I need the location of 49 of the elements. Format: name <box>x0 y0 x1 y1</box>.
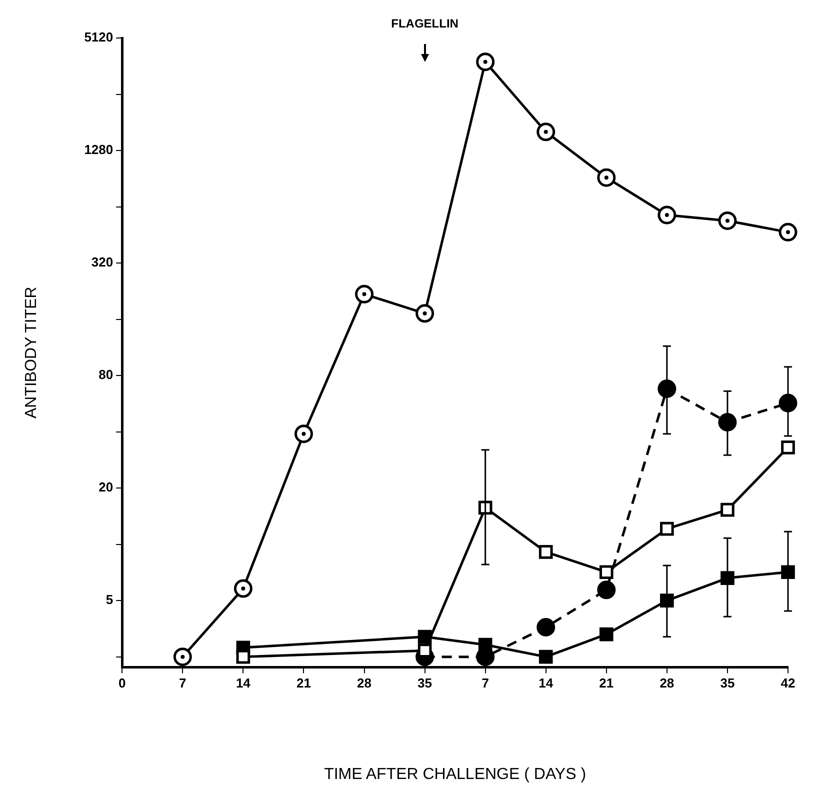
x-tick-label: 42 <box>780 676 796 691</box>
point <box>476 52 495 72</box>
point <box>538 650 553 664</box>
point <box>599 627 614 642</box>
point <box>778 222 798 242</box>
x-tick-label: 35 <box>720 676 735 691</box>
x-tick-label: 35 <box>418 676 432 691</box>
y-tick-label: 80 <box>98 367 114 382</box>
point <box>658 379 676 398</box>
x-tick-label: 7 <box>179 676 186 691</box>
x-tick-label: 28 <box>357 676 372 691</box>
annotation: FLAGELLIN <box>391 16 458 30</box>
point <box>538 545 553 559</box>
point <box>720 502 734 517</box>
x-tick-label: 0 <box>118 676 126 691</box>
point <box>234 579 252 598</box>
y-tick-label: 5 <box>106 592 114 608</box>
point <box>416 304 434 323</box>
point <box>536 618 556 636</box>
x-tick-label: 7 <box>482 676 489 691</box>
y-tick-label: 5120 <box>84 30 114 45</box>
x-tick-label: 14 <box>538 676 554 691</box>
point <box>658 206 676 224</box>
x-axis-title: TIME AFTER CHALLENGE ( DAYS ) <box>324 766 586 783</box>
point <box>294 424 313 444</box>
point <box>781 565 795 580</box>
point <box>660 522 674 536</box>
point <box>720 571 734 585</box>
y-tick-label: 320 <box>91 254 114 270</box>
x-tick-label: 21 <box>599 676 614 691</box>
point <box>718 211 737 230</box>
point <box>597 580 616 600</box>
y-axis-title: ANTIBODY TITER <box>23 286 40 419</box>
y-tick-label: 1280 <box>84 142 114 158</box>
point <box>718 412 737 432</box>
point <box>778 394 798 412</box>
point <box>660 594 674 608</box>
x-tick-label: 14 <box>236 676 252 691</box>
point <box>599 565 614 580</box>
point <box>173 648 192 666</box>
point <box>597 168 616 187</box>
x-tick-label: 28 <box>660 676 674 691</box>
point <box>236 650 250 664</box>
x-tick-label: 21 <box>296 676 311 691</box>
point <box>478 638 492 652</box>
point <box>355 284 374 304</box>
y-tick-label: 20 <box>98 480 114 495</box>
point <box>781 440 795 454</box>
point <box>536 122 556 142</box>
